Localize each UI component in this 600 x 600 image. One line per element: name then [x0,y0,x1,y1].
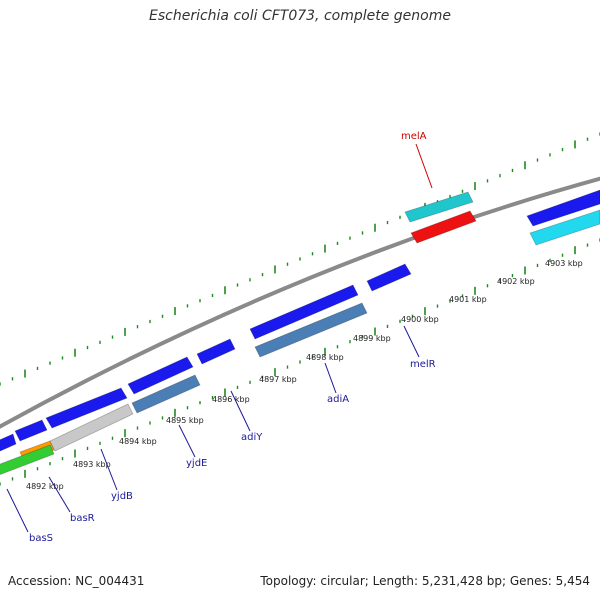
gene-label-yjdb[interactable]: yjdB [111,491,133,502]
tick-label: 4897 kbp [259,375,297,384]
gene-features [0,189,600,476]
tick-label: 4895 kbp [166,416,204,425]
tick-label: 4902 kbp [497,277,535,286]
gene-label-leader [324,362,337,394]
tick-label: 4894 kbp [119,437,157,446]
gene-label-bass[interactable]: basS [29,533,53,544]
gene-feature[interactable] [526,189,600,227]
gene-feature[interactable] [196,338,236,365]
genome-backbone [0,176,600,429]
gene-feature[interactable] [49,403,134,452]
map-title: Escherichia coli CFT073, complete genome [149,8,451,24]
scale-ticks [0,132,600,486]
gene-label-leader [403,325,420,358]
gene-feature-mela[interactable] [404,191,474,223]
gene-label-adiy[interactable]: adiY [241,432,263,443]
genome-stats-text: Topology: circular; Length: 5,231,428 bp… [260,574,590,588]
gene-feature[interactable] [529,209,600,246]
tick-label: 4892 kbp [26,482,64,491]
gene-feature[interactable] [366,263,412,292]
scale-labels: 4892 kbp 4893 kbp 4894 kbp 4895 kbp 4896 kbp… [26,259,583,491]
gene-label-leader [100,448,118,491]
gene-label-leader [6,488,29,533]
tick-label: 4901 kbp [449,295,487,304]
gene-label-basr[interactable]: basR [70,513,95,524]
gene-label-leader [230,390,251,432]
gene-label-leader [48,476,71,513]
gene-label-mela[interactable]: melA [401,131,427,142]
gene-feature[interactable] [14,419,48,442]
accession-text: Accession: NC_004431 [8,574,145,588]
gene-feature[interactable] [131,374,201,414]
tick-label: 4903 kbp [545,259,583,268]
tick-label: 4900 kbp [401,315,439,324]
tick-label: 4893 kbp [73,460,111,469]
tick-label: 4898 kbp [306,353,344,362]
gene-feature[interactable] [249,284,359,340]
gene-feature[interactable] [410,210,477,244]
gene-label-melr[interactable]: melR [410,359,436,370]
gene-label-adia[interactable]: adiA [327,394,349,405]
gene-feature[interactable] [0,444,55,476]
gene-label-leader [415,143,433,189]
gene-label-leader [178,424,196,458]
gene-feature[interactable] [45,387,128,429]
gene-feature[interactable] [254,302,368,358]
gene-feature[interactable] [127,356,194,395]
tick-label: 4896 kbp [212,395,250,404]
gene-label-yjde[interactable]: yjdE [186,458,207,469]
gene-labels: basS basR yjdB yjdE adiY adiA melR melA [6,131,436,544]
gene-feature[interactable] [0,433,17,452]
tick-label: 4899 kbp [353,334,391,343]
